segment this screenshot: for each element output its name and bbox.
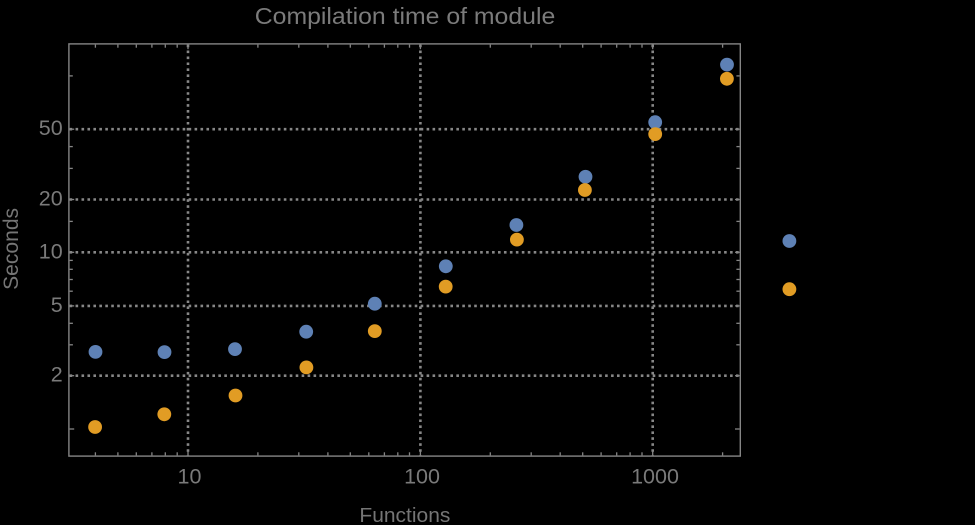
- svg-text:100: 100: [404, 465, 440, 489]
- svg-text:Seconds: Seconds: [0, 208, 23, 290]
- svg-text:2: 2: [51, 362, 63, 386]
- svg-text:Compilation time of module: Compilation time of module: [255, 3, 556, 29]
- svg-text:1000: 1000: [631, 465, 679, 489]
- svg-text:Functions: Functions: [359, 504, 450, 525]
- svg-text:20: 20: [39, 186, 63, 210]
- svg-text:50: 50: [39, 116, 63, 140]
- svg-text:10: 10: [39, 239, 63, 263]
- svg-text:5: 5: [51, 293, 63, 317]
- svg-text:10: 10: [178, 465, 202, 489]
